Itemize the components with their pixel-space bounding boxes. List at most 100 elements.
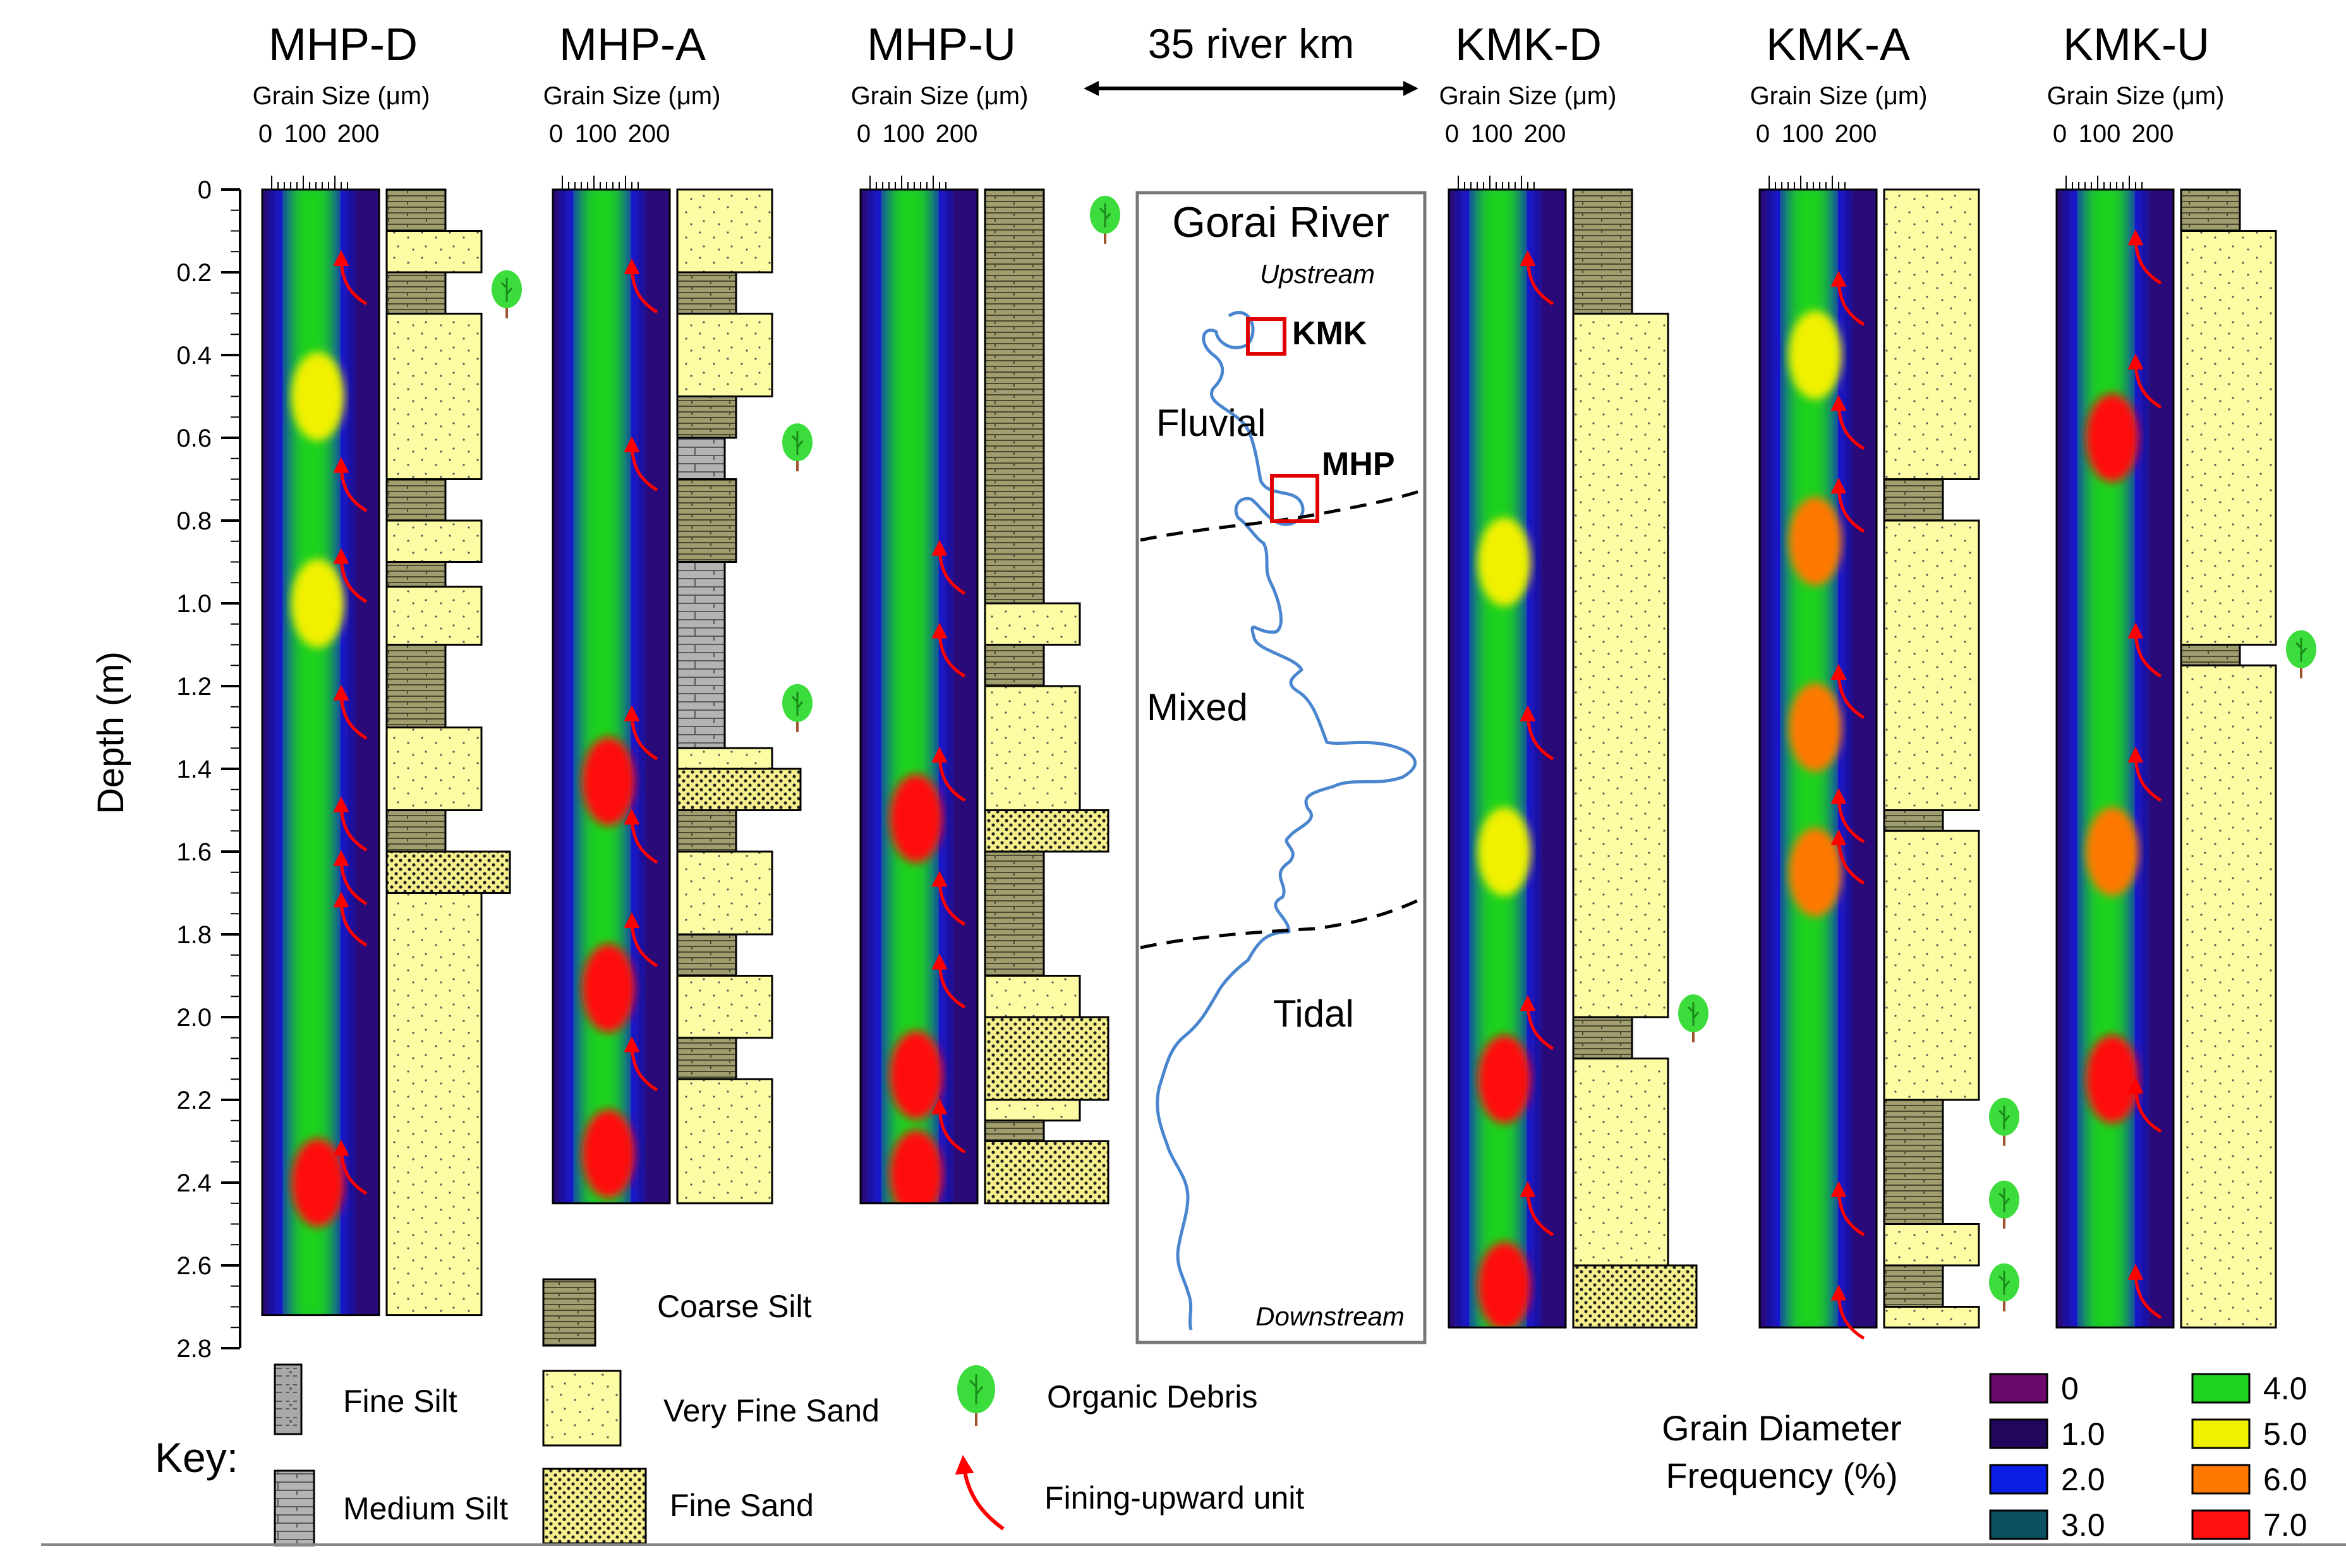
lithology-fine-sand (984, 1140, 1110, 1205)
key-item-fining-upward: Fining-upward unit (955, 1455, 1304, 1531)
fining-upward-arrow (333, 891, 368, 947)
frequency-peak (890, 1130, 943, 1203)
key-title: Key: (155, 1434, 238, 1481)
lithology-fine-sand (984, 809, 1110, 853)
lithology-coarse-silt (984, 644, 1045, 687)
lithology-very-fine-sand (385, 230, 483, 274)
cores: MHP-D Grain Size (μm) 0 100 200 MHP-A Grain Si… (253, 20, 2316, 1340)
strip-band-green (578, 190, 626, 1203)
map-upstream-label: Upstream (1260, 259, 1375, 289)
scale-bar-label: 35 river km (1148, 20, 1354, 67)
depth-tick-label: 0.4 (176, 342, 212, 370)
fining-upward-arrow (931, 747, 966, 802)
colorbar-title-line1: Grain Diameter (1662, 1408, 1902, 1448)
grain-tick-label: 0 (258, 120, 272, 148)
fining-upward-arrow (931, 540, 966, 595)
lithology-coarse-silt (676, 933, 737, 977)
grain-tick-label: 200 (628, 120, 670, 148)
fining-upward-arrow (333, 457, 368, 512)
grain-size-label: Grain Size (μm) (2047, 82, 2225, 110)
fining-upward-arrow (624, 258, 658, 314)
core-title: KMK-D (1455, 20, 1602, 70)
kmk-site-box[interactable] (1246, 317, 1286, 356)
fining-upward-arrow (333, 850, 368, 905)
depth-tick-label: 2.0 (176, 1004, 212, 1032)
frequency-strip (261, 188, 380, 1317)
lithology-column (385, 188, 511, 1317)
lithology-column (2180, 188, 2277, 1329)
colorbar-swatch (2191, 1373, 2251, 1404)
lithology-very-fine-sand (385, 313, 483, 480)
strip-band-green (2082, 190, 2130, 1328)
very-fine-sand-label: Very Fine Sand (663, 1393, 880, 1428)
colorbar-label: 0 (2061, 1371, 2079, 1406)
lithology-coarse-silt (676, 395, 737, 439)
fining-upward-arrow (931, 1098, 966, 1154)
lithology-fine-sand (385, 850, 511, 894)
lithology-very-fine-sand (2180, 230, 2277, 646)
colorbar-swatch (1989, 1464, 2048, 1495)
grain-size-label: Grain Size (μm) (543, 82, 721, 110)
colorbar-swatch (1989, 1509, 2048, 1540)
lithology-coarse-silt (1883, 1264, 1944, 1308)
mhp-site-box[interactable] (1270, 474, 1319, 523)
colorbar-label: 1.0 (2061, 1416, 2105, 1452)
lithology-coarse-silt (385, 188, 447, 232)
core-kmk-d: KMK-D Grain Size (μm) 0 100 200 (1439, 20, 1708, 1329)
grain-tick-label: 100 (1782, 120, 1824, 148)
lithology-very-fine-sand (676, 850, 773, 936)
frequency-colorbar: Grain Diameter Frequency (%) 0 1.0 2.0 3.0 4… (1662, 1371, 2307, 1543)
zone-boundary-lower (1140, 895, 1426, 950)
fining-upward-arrow (624, 912, 658, 968)
frequency-peak (582, 737, 635, 826)
coarse-silt-label: Coarse Silt (657, 1289, 812, 1324)
core-mhp-u: MHP-U Grain Size (μm) 0 100 200 (851, 20, 1120, 1205)
depth-tick-label: 0 (198, 176, 212, 204)
map-title: Gorai River (1172, 198, 1389, 246)
frequency-peak (1478, 807, 1531, 896)
fining-upward-arrow (1830, 788, 1865, 843)
key-item-fine-silt: Fine Silt (274, 1363, 457, 1435)
lithology-fine-sand (676, 768, 802, 811)
lithology-coarse-silt (1883, 478, 1944, 522)
key-item-medium-silt: Medium Silt (274, 1469, 508, 1547)
fining-upward-arrow (1520, 705, 1554, 761)
key-item-very-fine-sand: Very Fine Sand (542, 1370, 880, 1447)
grain-tick-label: 100 (883, 120, 925, 148)
zone-boundary-upper (1140, 488, 1425, 542)
lithology-coarse-silt (676, 1037, 737, 1080)
lithology-very-fine-sand (1572, 313, 1669, 1018)
frequency-peak (1789, 311, 1842, 399)
frequency-peak (291, 559, 344, 648)
frequency-strip (1758, 188, 1878, 1329)
medium-silt-label: Medium Silt (343, 1491, 508, 1526)
fining-upward-arrow (624, 436, 658, 492)
frequency-peak (1478, 517, 1531, 606)
lithology-medium-silt (676, 437, 726, 480)
fining-upward-arrow (624, 809, 658, 864)
lithology-very-fine-sand (385, 727, 483, 811)
organic-debris-icon (1678, 994, 1708, 1042)
lithology-coarse-silt (1883, 1099, 1944, 1225)
colorbar-swatch (2191, 1418, 2251, 1449)
fine-sand-swatch (542, 1468, 647, 1545)
lithology-very-fine-sand (1883, 829, 1980, 1101)
fining-upward-arrow (624, 1036, 658, 1092)
organic-debris-icon (782, 684, 813, 732)
frequency-peak (291, 352, 344, 441)
lithology-coarse-silt (676, 478, 737, 563)
core-mhp-a: MHP-A Grain Size (μm) 0 100 200 (543, 20, 813, 1205)
legend-key: Key: Fine Silt Medium Silt Coarse Silt V… (155, 1278, 1304, 1547)
strip-border (859, 188, 979, 1205)
lithology-very-fine-sand (1883, 1306, 1980, 1329)
lithology-coarse-silt (385, 561, 447, 588)
key-item-organic-debris: Organic Debris (957, 1365, 1257, 1426)
grain-tick-label: 100 (284, 120, 327, 148)
frequency-peak (582, 944, 635, 1033)
depth-tick-label: 0.8 (176, 507, 212, 535)
lithology-coarse-silt (676, 271, 737, 315)
fining-upward-arrow (1830, 270, 1865, 326)
lithology-very-fine-sand (676, 975, 773, 1039)
fining-upward-arrow (2127, 747, 2162, 802)
lithology-coarse-silt (385, 644, 447, 728)
